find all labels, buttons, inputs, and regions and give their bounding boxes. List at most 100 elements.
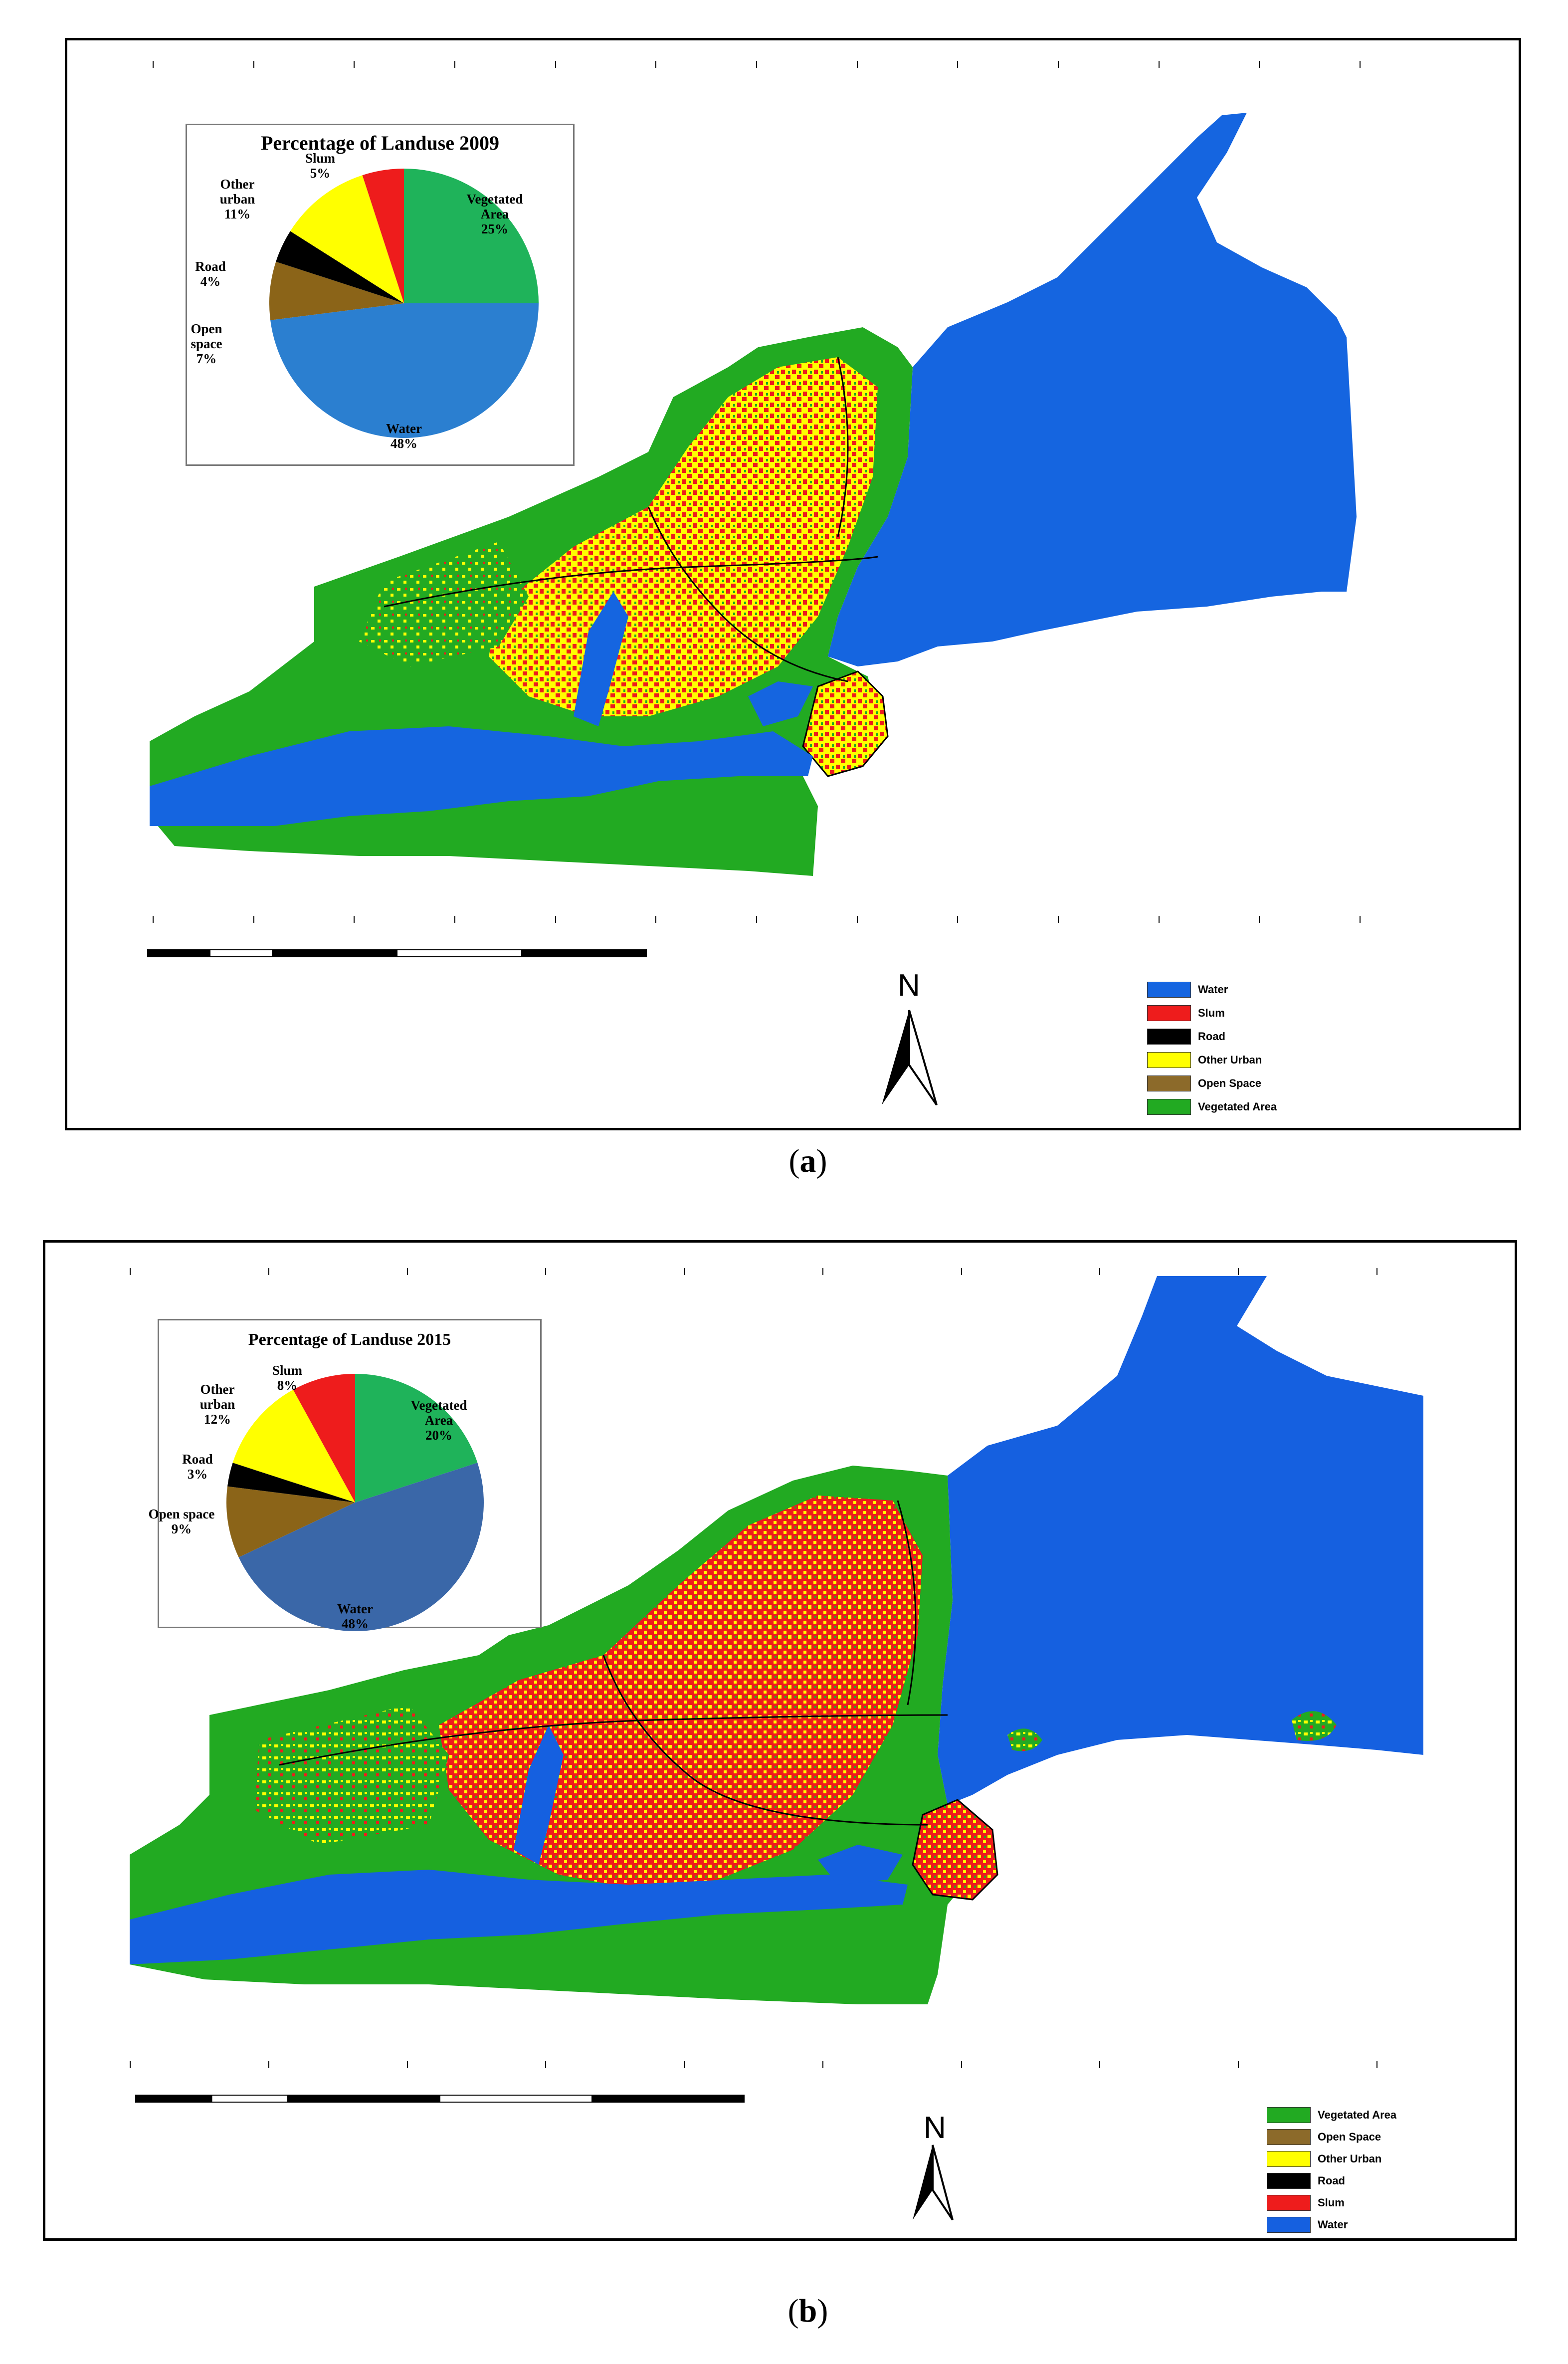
legend-item: Vegetated Area: [1267, 2107, 1396, 2123]
pie-label-line: Open: [191, 321, 222, 336]
tick-mark: [756, 61, 757, 68]
pie-label-line: 5%: [310, 166, 331, 181]
pie-slice-road: [276, 231, 404, 303]
legend-label: Open Space: [1318, 2131, 1381, 2143]
north-label: N: [924, 2111, 946, 2145]
pie-label-line: Water: [386, 421, 422, 436]
north-label: N: [898, 968, 920, 1003]
pie-label-line: Road: [182, 1452, 213, 1467]
tick-mark: [454, 916, 455, 923]
pie-title: Percentage of Landuse 2009: [260, 132, 500, 154]
pie-slice-vegetated-area: [404, 169, 539, 303]
pie-label: Vegetated Area 25%: [467, 192, 523, 236]
pie-slice-water: [270, 303, 539, 438]
legend-item: Water: [1147, 982, 1228, 998]
tick-mark: [1259, 61, 1260, 68]
pie-label: Water 48%: [386, 421, 422, 451]
pie-label-line: Slum: [272, 1363, 303, 1378]
lekki-islet: [1007, 1728, 1042, 1751]
pie-label: Other urban 11%: [220, 177, 255, 221]
tick-mark: [1376, 1268, 1377, 1275]
tick-mark: [1238, 1268, 1239, 1275]
panel-label-b: (b): [787, 2293, 828, 2329]
pie-label-line: Road: [195, 259, 226, 274]
legend-swatch: [1267, 2195, 1311, 2211]
pie-label-line: 48%: [391, 436, 417, 451]
scale-segment: [272, 949, 397, 957]
tick-mark: [268, 1268, 269, 1275]
pie-label: Slum 8%: [272, 1363, 303, 1393]
tick-mark: [822, 1268, 823, 1275]
tick-mark: [856, 916, 858, 923]
tick-mark: [354, 916, 355, 923]
lagos-island: [912, 1799, 998, 1901]
legend-swatch: [1147, 1075, 1191, 1091]
tick-mark: [1158, 916, 1160, 923]
tick-mark: [957, 61, 959, 68]
scale-segment: [287, 2095, 440, 2103]
legend-label: Water: [1198, 983, 1228, 996]
legend-swatch: [1267, 2151, 1311, 2167]
pie-label: Road 3%: [182, 1452, 213, 1482]
legend-item: Slum: [1267, 2195, 1345, 2211]
pie-slice-other-urban: [290, 175, 404, 303]
legend-label: Vegetated Area: [1198, 1100, 1277, 1113]
tick-mark: [130, 2061, 131, 2068]
tick-mark: [961, 2061, 962, 2068]
legend-item: Water: [1267, 2217, 1348, 2233]
pie-chart-2015: Vegetated Area 20% Water 48% Open space 9% Road…: [149, 1363, 484, 1631]
tick-mark: [684, 2061, 685, 2068]
pie-label-line: 4%: [200, 274, 221, 289]
pie-slice-open-space: [269, 261, 404, 320]
tick-mark: [406, 2061, 408, 2068]
pie-slice-slum: [293, 1374, 355, 1503]
tick-mark: [268, 2061, 269, 2068]
legend-label: Road: [1198, 1030, 1225, 1043]
pie-slice-vegetated-area: [355, 1374, 478, 1503]
creek-water: [130, 1870, 908, 1964]
legend-item: Road: [1147, 1029, 1225, 1045]
scale-segment: [591, 2095, 745, 2103]
pie-slice-water: [238, 1463, 484, 1631]
scale-segment: [439, 2095, 592, 2103]
pie-label-line: Water: [337, 1601, 373, 1616]
pie-label-line: Area: [481, 207, 509, 221]
scale-segment: [396, 949, 522, 957]
legend-swatch: [1267, 2107, 1311, 2123]
pie-label: Open space 7%: [191, 321, 222, 366]
legend-item: Open Space: [1267, 2129, 1381, 2145]
pie-label-line: 20%: [425, 1428, 452, 1443]
legend-swatch: [1147, 1029, 1191, 1045]
tick-mark: [1099, 1268, 1101, 1275]
tick-mark: [1376, 2061, 1377, 2068]
legend-label: Other Urban: [1198, 1054, 1262, 1066]
pie-label: Vegetated Area 20%: [411, 1398, 467, 1443]
legend-swatch: [1147, 1052, 1191, 1068]
tick-mark: [1360, 61, 1361, 68]
legend-swatch: [1267, 2217, 1311, 2233]
legend-label: Slum: [1198, 1007, 1225, 1019]
pie-label-line: Area: [425, 1413, 453, 1428]
tick-mark: [153, 916, 154, 923]
north-arrow-icon: [882, 1010, 938, 1106]
scale-bar: [147, 949, 647, 957]
tick-mark: [555, 61, 556, 68]
pie-label-line: 48%: [342, 1616, 369, 1631]
legend-item: Other Urban: [1147, 1052, 1262, 1068]
pie-title: Percentage of Landuse 2015: [248, 1330, 451, 1349]
pie-label: Slum 5%: [305, 151, 336, 181]
panel-label-a: (a): [788, 1143, 827, 1179]
tick-mark: [406, 1268, 408, 1275]
north-arrow-icon: [913, 2145, 954, 2221]
tick-mark: [454, 61, 455, 68]
scale-segment: [521, 949, 647, 957]
tick-mark: [253, 61, 254, 68]
pie-slice-slum: [362, 169, 404, 303]
legend-label: Other Urban: [1318, 2152, 1382, 2165]
legend-swatch: [1267, 2173, 1311, 2189]
pie-slice-other-urban: [232, 1389, 355, 1503]
legend-item: Other Urban: [1267, 2151, 1381, 2167]
tick-mark: [756, 916, 757, 923]
tick-mark: [354, 61, 355, 68]
tick-mark: [655, 61, 657, 68]
